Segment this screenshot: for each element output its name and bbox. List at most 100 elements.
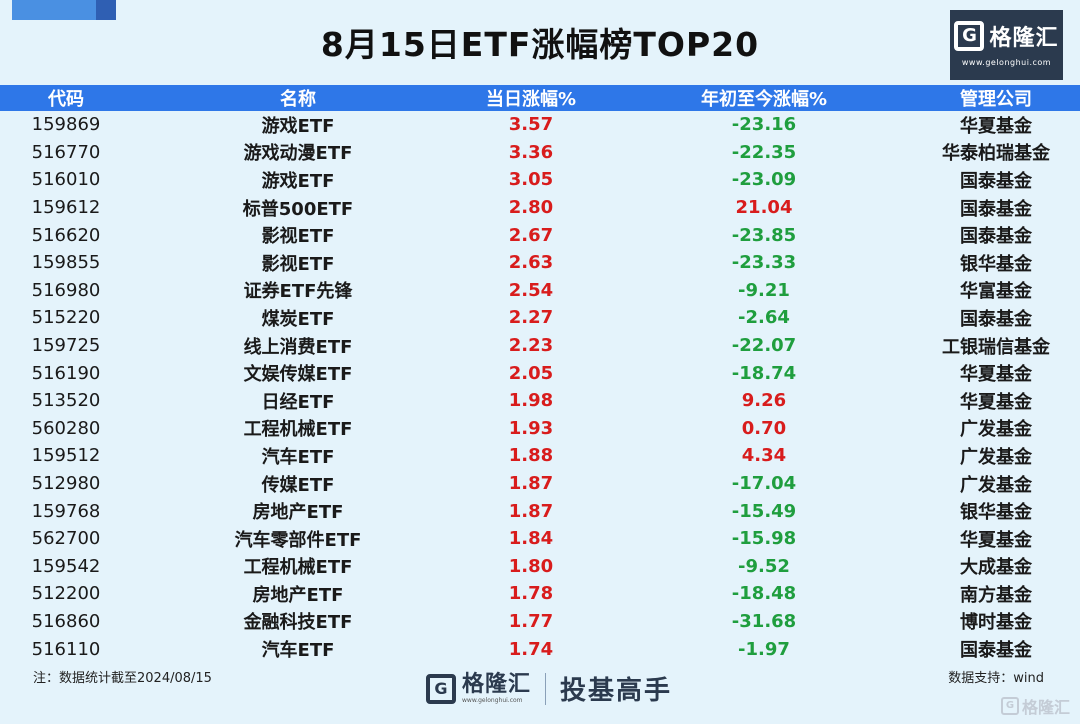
row-manager: 国泰基金 xyxy=(960,170,1032,192)
row-name: 工程机械ETF xyxy=(243,419,353,441)
row-day-change: 1.78 xyxy=(508,583,554,605)
row-manager: 国泰基金 xyxy=(960,226,1032,248)
table-row: 513520 日经ETF 1.98 9.26 华夏基金 xyxy=(0,387,1080,415)
table-row: 560280 工程机械ETF 1.93 0.70 广发基金 xyxy=(0,415,1080,443)
row-name: 游戏动漫ETF xyxy=(243,143,353,165)
row-code: 516620 xyxy=(31,224,101,246)
row-code: 516980 xyxy=(31,279,101,301)
row-ytd-change: -31.68 xyxy=(731,610,797,632)
row-code: 512980 xyxy=(31,473,101,495)
row-name: 汽车零部件ETF xyxy=(234,529,362,551)
table-row: 159768 房地产ETF 1.87 -15.49 银华基金 xyxy=(0,497,1080,525)
row-manager: 华富基金 xyxy=(960,281,1032,303)
row-name: 工程机械ETF xyxy=(243,557,353,579)
row-ytd-change: -2.64 xyxy=(738,307,790,329)
row-code: 562700 xyxy=(31,528,101,550)
header-name: 名称 xyxy=(280,89,316,110)
row-code: 159542 xyxy=(31,555,101,577)
row-code: 159768 xyxy=(31,500,101,522)
row-name: 证券ETF先锋 xyxy=(243,281,353,303)
table-row: 516110 汽车ETF 1.74 -1.97 国泰基金 xyxy=(0,635,1080,663)
row-day-change: 2.05 xyxy=(508,362,554,384)
data-source: 数据支持：wind xyxy=(948,671,1044,686)
row-manager: 华泰柏瑞基金 xyxy=(942,143,1050,165)
row-ytd-change: -18.74 xyxy=(731,362,797,384)
row-name: 传媒ETF xyxy=(261,474,335,496)
row-manager: 国泰基金 xyxy=(960,198,1032,220)
row-name: 汽车ETF xyxy=(261,446,335,468)
table-row: 159869 游戏ETF 3.57 -23.16 华夏基金 xyxy=(0,111,1080,139)
table-row: 512980 传媒ETF 1.87 -17.04 广发基金 xyxy=(0,470,1080,498)
table-row: 512200 房地产ETF 1.78 -18.48 南方基金 xyxy=(0,580,1080,608)
row-manager: 华夏基金 xyxy=(960,529,1032,551)
row-name: 影视ETF xyxy=(261,253,335,275)
footer-g-icon: G xyxy=(426,673,456,704)
row-name: 影视ETF xyxy=(261,226,335,248)
row-manager: 广发基金 xyxy=(960,474,1032,496)
table-row: 159855 影视ETF 2.63 -23.33 银华基金 xyxy=(0,249,1080,277)
row-manager: 广发基金 xyxy=(960,446,1032,468)
row-manager: 银华基金 xyxy=(960,502,1032,524)
brand-logo-box: G 格隆汇 www.gelonghui.com xyxy=(950,10,1063,80)
row-name: 房地产ETF xyxy=(252,584,344,606)
table-row: 516980 证券ETF先锋 2.54 -9.21 华富基金 xyxy=(0,277,1080,305)
row-code: 513520 xyxy=(31,390,101,412)
row-ytd-change: -18.48 xyxy=(731,583,797,605)
row-ytd-change: -22.07 xyxy=(731,335,797,357)
row-manager: 博时基金 xyxy=(960,612,1032,634)
table-row: 516620 影视ETF 2.67 -23.85 国泰基金 xyxy=(0,221,1080,249)
row-manager: 南方基金 xyxy=(960,584,1032,606)
footer-slogan: 投基高手 xyxy=(560,676,673,706)
row-name: 文娱传媒ETF xyxy=(243,364,353,386)
row-code: 516110 xyxy=(31,638,101,660)
watermark-g-icon: G xyxy=(1000,697,1019,715)
row-ytd-change: -1.97 xyxy=(738,638,790,660)
footer-brand-name: 格隆汇 xyxy=(462,672,532,697)
watermark: G 格隆汇 xyxy=(1000,694,1070,718)
row-day-change: 1.93 xyxy=(508,417,554,439)
row-ytd-change: -15.49 xyxy=(731,500,797,522)
table-row: 159542 工程机械ETF 1.80 -9.52 大成基金 xyxy=(0,553,1080,581)
page-title: 8月15日ETF涨幅榜TOP20 xyxy=(320,25,760,64)
table-row: 516190 文娱传媒ETF 2.05 -18.74 华夏基金 xyxy=(0,359,1080,387)
table-row: 159512 汽车ETF 1.88 4.34 广发基金 xyxy=(0,442,1080,470)
table-row: 516860 金融科技ETF 1.77 -31.68 博时基金 xyxy=(0,608,1080,636)
row-day-change: 2.63 xyxy=(508,252,554,274)
row-day-change: 1.77 xyxy=(508,610,554,632)
watermark-text: 格隆汇 xyxy=(1021,698,1070,717)
row-code: 515220 xyxy=(31,307,101,329)
header-manager: 管理公司 xyxy=(960,89,1032,110)
row-day-change: 1.84 xyxy=(508,528,554,550)
row-code: 516860 xyxy=(31,610,101,632)
row-manager: 广发基金 xyxy=(960,419,1032,441)
row-name: 游戏ETF xyxy=(261,115,335,137)
row-day-change: 1.80 xyxy=(508,555,554,577)
row-code: 159612 xyxy=(31,197,101,219)
footer-brand-url: www.gelonghui.com xyxy=(462,697,523,704)
row-name: 标普500ETF xyxy=(242,198,354,220)
header-ytd-change: 年初至今涨幅% xyxy=(700,89,828,110)
data-note: 注：数据统计截至2024/08/15 xyxy=(33,671,212,686)
row-day-change: 1.74 xyxy=(508,638,554,660)
row-name: 线上消费ETF xyxy=(243,336,353,358)
row-manager: 银华基金 xyxy=(960,253,1032,275)
row-ytd-change: -22.35 xyxy=(731,141,797,163)
row-day-change: 3.36 xyxy=(508,141,554,163)
table-header: 代码 名称 当日涨幅% 年初至今涨幅% 管理公司 xyxy=(0,85,1080,111)
row-code: 159725 xyxy=(31,335,101,357)
row-ytd-change: -15.98 xyxy=(731,528,797,550)
row-day-change: 1.87 xyxy=(508,473,554,495)
corner-decoration xyxy=(12,0,116,20)
row-day-change: 2.27 xyxy=(508,307,554,329)
row-manager: 华夏基金 xyxy=(960,364,1032,386)
row-ytd-change: 4.34 xyxy=(741,445,787,467)
row-name: 金融科技ETF xyxy=(243,612,353,634)
row-ytd-change: -23.16 xyxy=(731,114,797,136)
row-day-change: 1.87 xyxy=(508,500,554,522)
row-manager: 华夏基金 xyxy=(960,115,1032,137)
row-ytd-change: 9.26 xyxy=(741,390,787,412)
row-day-change: 2.23 xyxy=(508,335,554,357)
row-ytd-change: -17.04 xyxy=(731,473,797,495)
row-name: 煤炭ETF xyxy=(261,308,335,330)
brand-url: www.gelonghui.com xyxy=(961,58,1052,67)
